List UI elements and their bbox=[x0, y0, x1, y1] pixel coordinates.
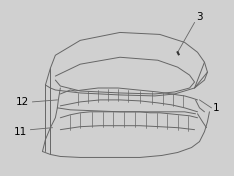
Text: 11: 11 bbox=[14, 127, 27, 137]
Text: 12: 12 bbox=[16, 97, 29, 107]
Text: 3: 3 bbox=[196, 12, 203, 22]
Text: 1: 1 bbox=[213, 103, 220, 113]
